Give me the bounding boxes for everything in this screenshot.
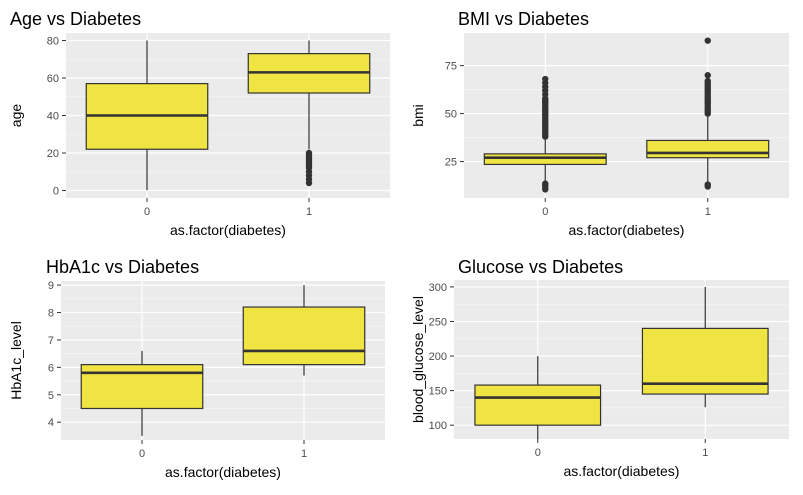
- y-tick-label: 40: [47, 111, 59, 123]
- x-tick-label: 1: [705, 206, 711, 218]
- box-age-1: [247, 40, 371, 187]
- age-chart-svg: 0 20 40 60 80 0 1 as.factor(diabetes) age Age vs …: [8, 9, 390, 238]
- box-bmi-0: [483, 75, 607, 193]
- outlier-point: [704, 181, 711, 188]
- chart-title: Age vs Diabetes: [10, 9, 141, 29]
- chart-title: Glucose vs Diabetes: [458, 257, 623, 277]
- plot-panel-background: [464, 33, 789, 198]
- box-glucose-1: [641, 286, 769, 408]
- y-tick-label: 80: [47, 36, 59, 48]
- x-tick-label: 0: [535, 447, 541, 459]
- outlier-point: [704, 77, 711, 85]
- box-age-0: [85, 40, 209, 191]
- y-tick-label: 0: [53, 186, 59, 198]
- y-tick-label: 75: [445, 61, 457, 73]
- y-tick-label: 8: [48, 308, 54, 320]
- y-tick-label: 250: [429, 316, 447, 328]
- iqr-box: [646, 139, 770, 159]
- y-tick-label: 150: [429, 386, 447, 398]
- y-axis-title: age: [8, 104, 24, 128]
- x-tick-label: 1: [306, 206, 312, 218]
- y-axis-title: HbA1c_level: [8, 321, 24, 400]
- bmi-chart-svg: 25 50 75 0 1 as.factor(diabetes) bmi BMI vs Dia…: [410, 9, 789, 238]
- y-tick-label: 6: [48, 362, 54, 374]
- x-axis-title: as.factor(diabetes): [569, 222, 685, 238]
- outlier-point: [305, 149, 313, 157]
- y-tick-label: 25: [445, 157, 457, 169]
- outlier-point: [542, 75, 549, 83]
- outlier-point: [704, 72, 711, 79]
- y-tick-label: 300: [429, 282, 447, 294]
- y-tick-label: 50: [445, 109, 457, 121]
- x-axis-title: as.factor(diabetes): [165, 464, 281, 480]
- bmi-boxplot-panel: 25 50 75 0 1 as.factor(diabetes) bmi BMI vs Dia…: [402, 0, 802, 245]
- box-hba1c-1: [242, 285, 366, 376]
- chart-title: HbA1c vs Diabetes: [46, 257, 199, 277]
- x-tick-label: 0: [542, 206, 548, 218]
- x-tick-label: 0: [144, 206, 150, 218]
- iqr-box: [474, 384, 602, 426]
- chart-title: BMI vs Diabetes: [458, 9, 589, 29]
- hba1c-boxplot-panel: 4 5 6 7 8 9 0 1 as.factor(diabetes) HbA1c_level Hb…: [0, 248, 400, 493]
- iqr-box: [242, 306, 366, 366]
- y-tick-label: 9: [48, 280, 54, 292]
- x-tick-label: 1: [702, 447, 708, 459]
- y-axis-title: blood_glucose_level: [410, 296, 426, 423]
- y-tick-label: 100: [429, 420, 447, 432]
- glucose-chart-svg: 100 150 200 250 300 0 1 as.factor(diabetes) bloo…: [410, 257, 789, 479]
- x-tick-label: 0: [139, 448, 145, 460]
- hba1c-chart-svg: 4 5 6 7 8 9 0 1 as.factor(diabetes) HbA1c_level Hb…: [8, 257, 385, 480]
- iqr-box: [483, 153, 607, 166]
- y-tick-label: 200: [429, 351, 447, 363]
- y-tick-label: 4: [48, 417, 54, 429]
- y-tick-label: 20: [47, 148, 59, 160]
- box-bmi-1: [646, 37, 770, 190]
- outlier-point: [542, 180, 549, 187]
- x-tick-label: 1: [301, 448, 307, 460]
- box-hba1c-0: [80, 350, 204, 436]
- age-boxplot-panel: 0 20 40 60 80 0 1 as.factor(diabetes) age Age vs …: [0, 0, 400, 245]
- x-axis-title: as.factor(diabetes): [170, 222, 286, 238]
- outlier-point: [704, 37, 711, 44]
- box-glucose-0: [474, 356, 602, 439]
- x-axis-title: as.factor(diabetes): [564, 463, 680, 479]
- iqr-box: [80, 364, 204, 410]
- y-tick-label: 60: [47, 73, 59, 85]
- y-tick-label: 7: [48, 335, 54, 347]
- y-axis-title: bmi: [410, 104, 426, 127]
- glucose-boxplot-panel: 100 150 200 250 300 0 1 as.factor(diabetes) bloo…: [402, 248, 802, 493]
- y-tick-label: 5: [48, 390, 54, 402]
